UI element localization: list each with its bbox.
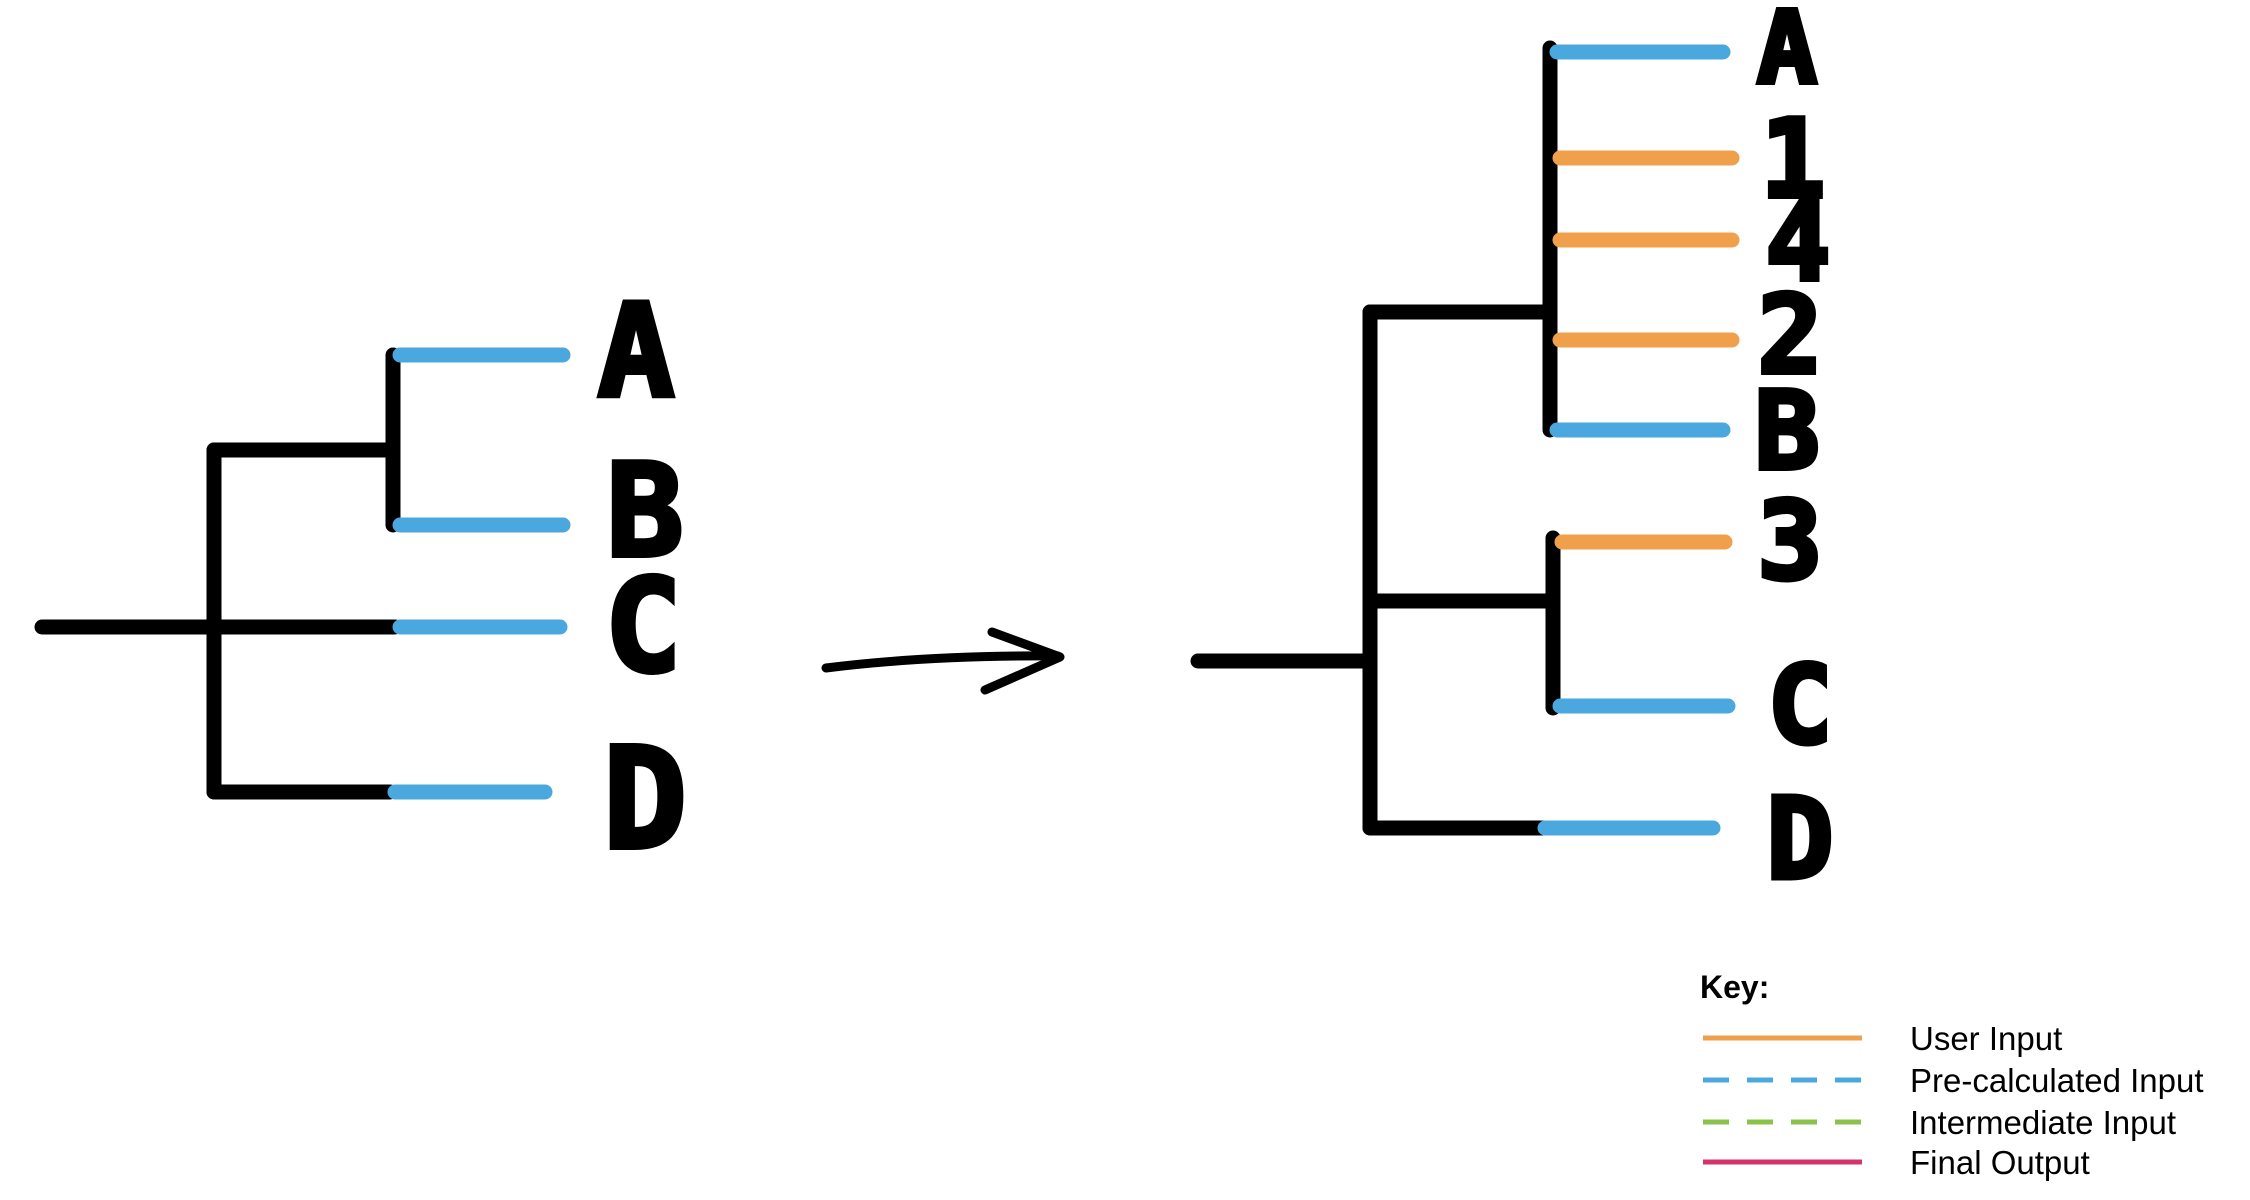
right-leaf-1-label: 1 [1760,98,1825,223]
transformation-arrow [821,627,1065,695]
left-leaf-a-label: A [597,278,674,427]
right-leaf-4-label: 4 [1765,181,1830,306]
legend-pre-calculated-label: Pre-calculated Input [1910,1062,2204,1099]
right-leaf-3-label: 3 [1757,480,1822,605]
legend-intermediate-label: Intermediate Input [1910,1104,2176,1141]
legend-final-output-label: Final Output [1910,1144,2090,1181]
legend-user-input-label: User Input [1910,1020,2062,1057]
left-leaf-d-label: D [603,719,687,882]
legend-title: Key: [1700,969,1769,1005]
right-leaf-b-label: B [1754,370,1819,495]
legend: Key: User Input Pre-calculated Input Int… [1700,969,2204,1181]
right-leaf-c-label: C [1767,644,1832,769]
right-leaf-2-label: 2 [1757,274,1822,399]
arrow-head [980,627,1065,695]
right-leaf-d-label: D [1766,775,1833,905]
right-tree: A 1 4 2 B 3 C D [1190,0,1836,908]
left-leaf-c-label: C [604,553,681,702]
left-tree: A B C D [34,275,690,884]
arrow-shaft [821,651,1063,673]
left-leaf-b-label: B [606,438,683,587]
right-leaf-a-label: A [1757,0,1817,107]
